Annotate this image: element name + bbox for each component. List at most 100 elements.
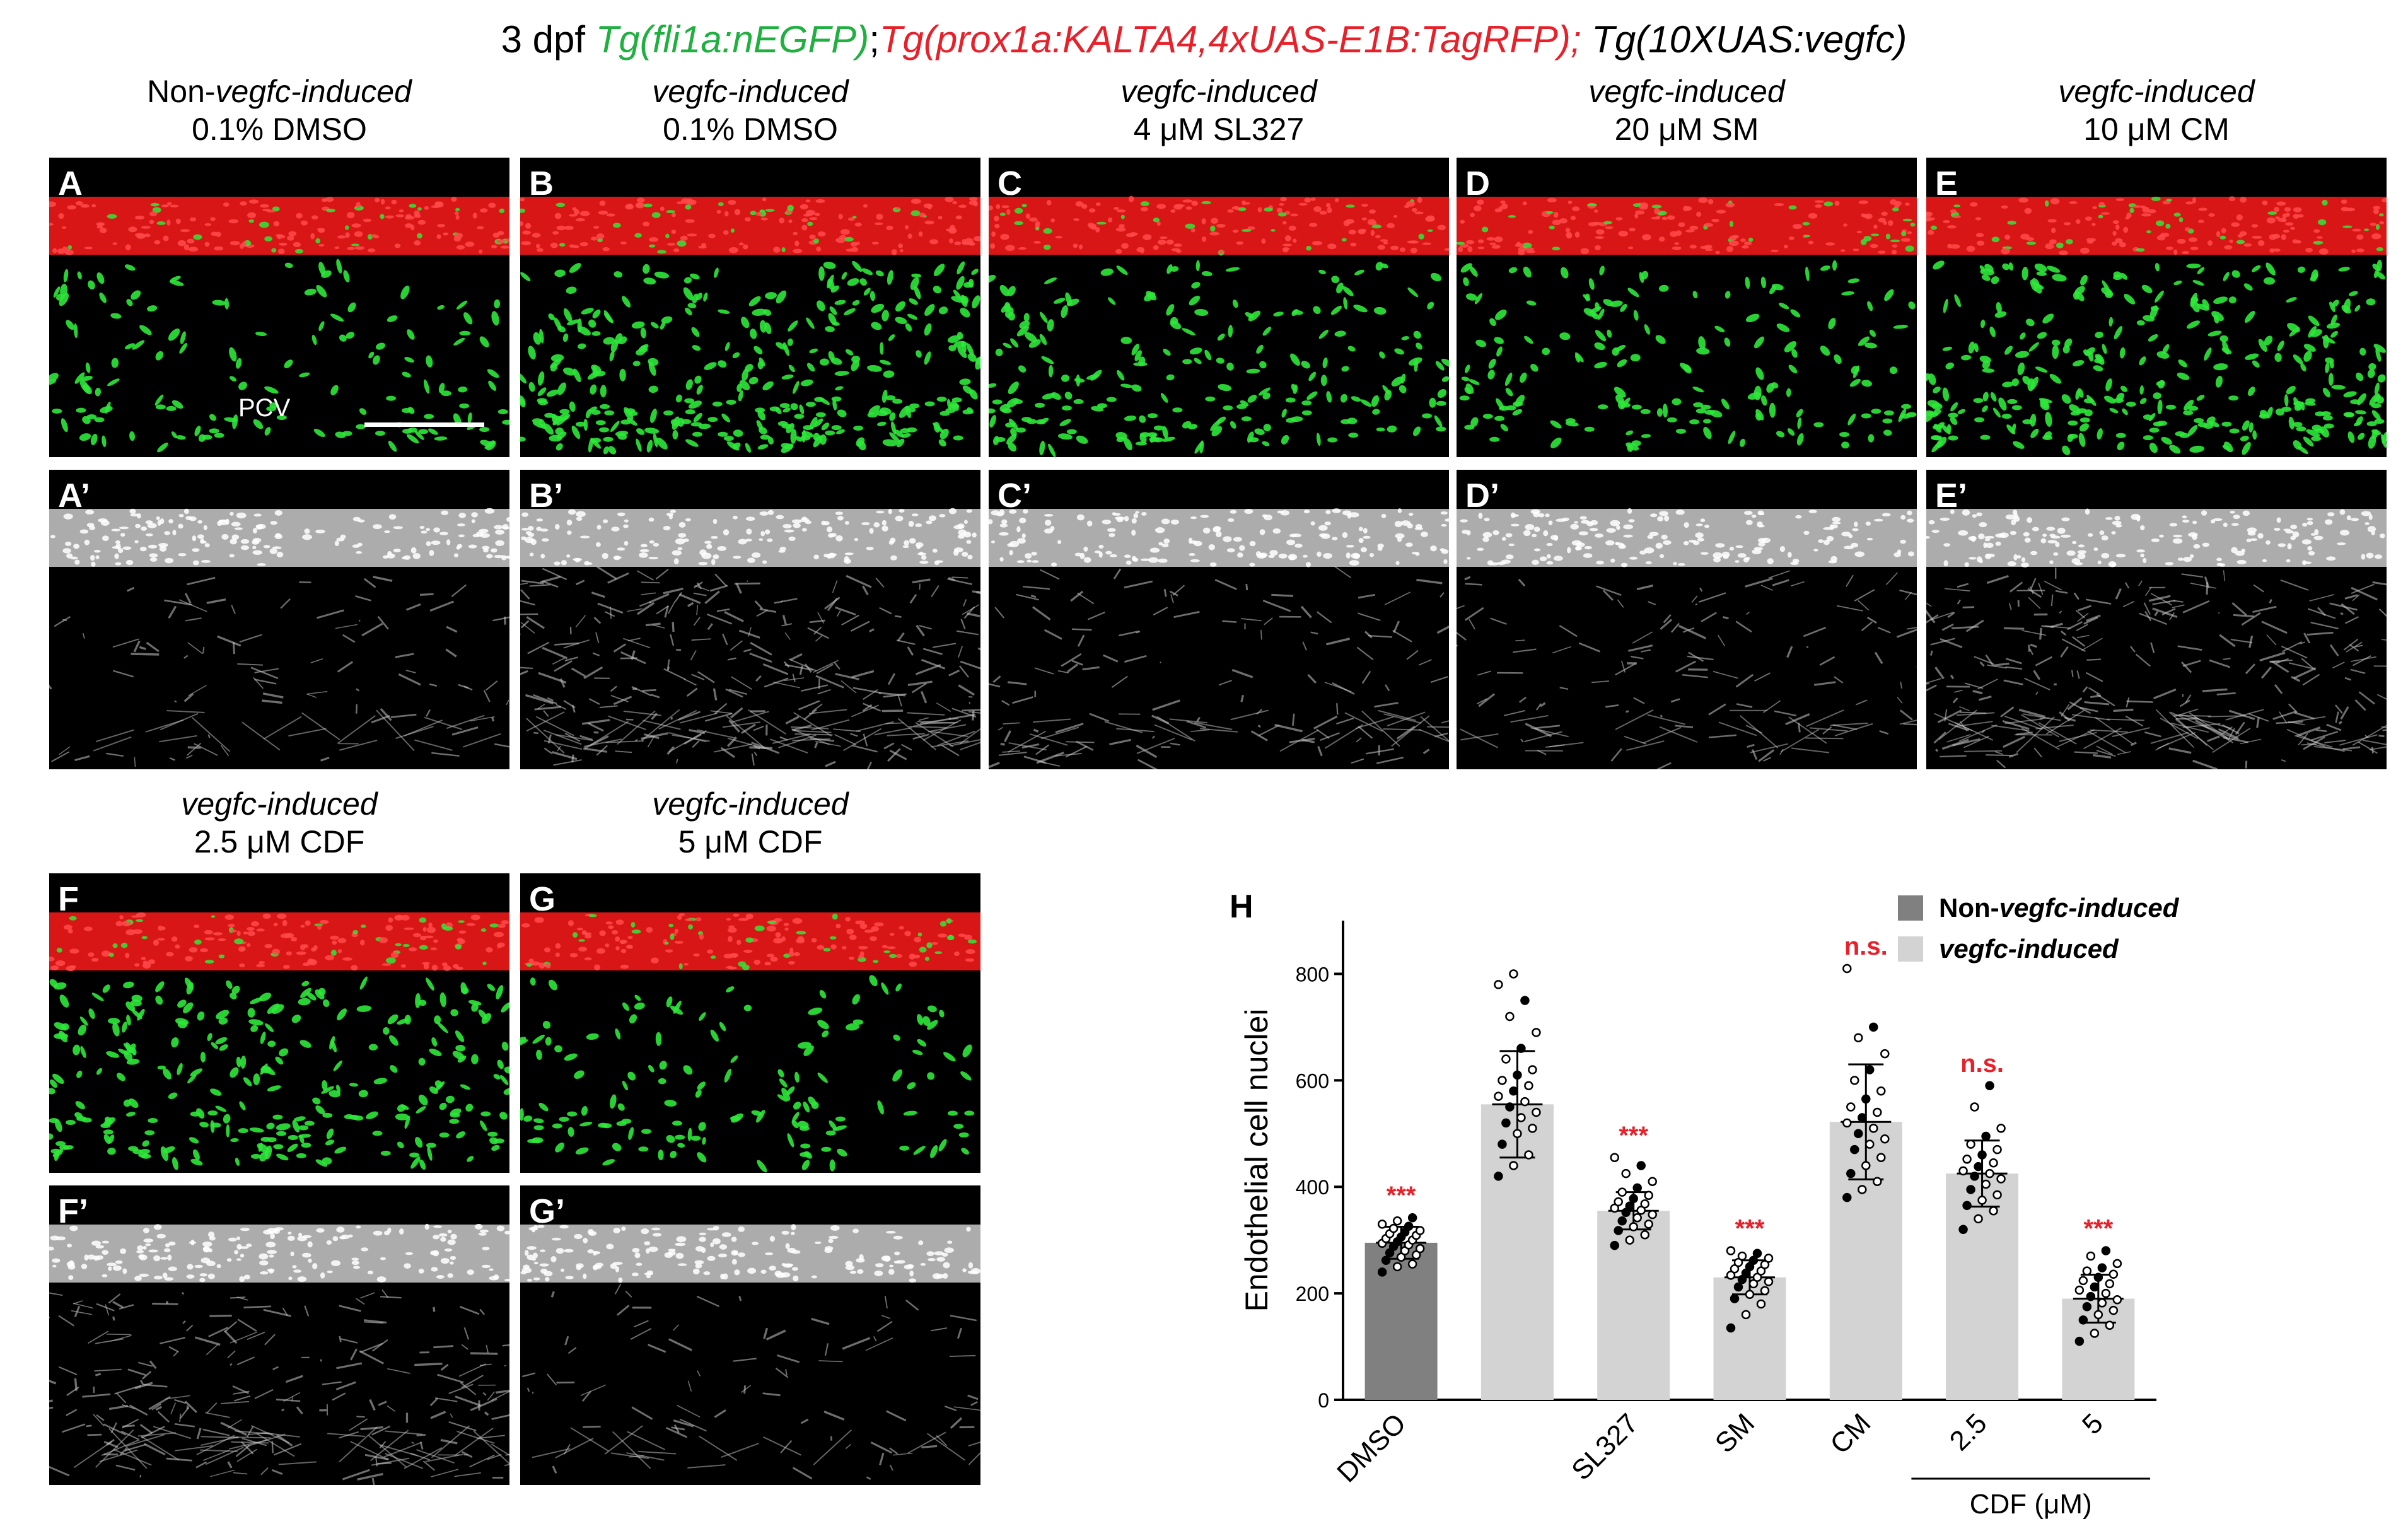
nucleus [1115,432,1127,440]
nucleus [687,303,697,309]
band-cell [262,913,271,919]
nucleus [1394,348,1404,355]
band-cell [491,245,497,248]
band-cell [409,947,417,952]
title-part: Tg(fli1a:nEGFP) [595,18,870,61]
nucleus [116,1073,125,1081]
band-cell [974,236,980,242]
band-cell [2101,212,2110,215]
vessel-segment [2035,691,2039,696]
nucleus [2120,272,2128,280]
nucleus [562,367,576,376]
vessel-segment [1007,681,1027,685]
vessel-segment [59,1366,78,1375]
nucleus [899,1145,910,1151]
nucleus [847,278,859,286]
nucleus [402,371,411,378]
band-cell [526,963,532,967]
nucleus [1120,383,1133,388]
nucleus [1996,302,2002,313]
band-cell [1546,543,1553,547]
band-cell [2210,519,2216,524]
vessel-segment [1786,646,1793,658]
nucleus [2115,433,2126,438]
nucleus [102,984,110,993]
nucleus [819,990,827,999]
band-cell [1639,202,1648,208]
nucleus [1048,443,1056,457]
band-cell [965,958,975,962]
band-cell [240,1227,250,1231]
band-cell [1158,558,1168,563]
vessel-segment [1392,629,1412,643]
vessel-segment [2081,637,2103,651]
vessel-segment [2028,644,2030,652]
vessel-segment [852,687,881,694]
nucleus [1010,338,1019,348]
nucleus [1066,429,1077,434]
band-cell [88,952,95,957]
nucleus [502,419,509,425]
band-cell [1659,554,1665,559]
nucleus [248,1019,264,1026]
nucleus [2021,266,2028,281]
nucleus [960,294,968,307]
nucleus [578,343,586,349]
vessel-segment [1033,728,1039,733]
nucleus [815,412,826,417]
band-cell [1360,228,1366,233]
nucleus [2287,323,2300,333]
nucleus [2207,330,2222,337]
band-cell [1521,242,1532,249]
band-cell [1341,238,1347,242]
band-cell [811,938,817,943]
band-cell [2219,235,2226,240]
nucleus [953,341,967,348]
band-cell [2190,247,2199,250]
vessel-segment [483,690,491,702]
band-cell [107,1262,117,1267]
vessel-segment [538,672,567,684]
nucleus [1076,435,1088,445]
band-cell [414,210,420,216]
nucleus [438,383,445,393]
band-cell [91,561,96,567]
band-cell [224,914,235,920]
band-cell [2364,228,2370,231]
band-cell [599,201,606,206]
vessel-segment [2231,602,2247,616]
vessel-segment [648,593,670,604]
vessel-segment [2076,624,2088,632]
band-cell [760,217,768,221]
nucleus [2196,394,2205,401]
nucleus [76,407,86,413]
nucleus [2221,421,2232,427]
band-cell [160,518,165,525]
band-cell [2112,242,2117,246]
band-cell [467,1269,474,1275]
nucleus [2158,380,2165,389]
nucleus [404,357,414,363]
nucleus [913,1146,926,1155]
band-cell [273,923,278,926]
vessel-segment [937,730,975,747]
nucleus [1228,325,1233,338]
band-cell [724,211,729,217]
vessel-segment [1368,634,1393,638]
vessel-segment [696,582,702,590]
vessel-segment [2021,629,2047,636]
nucleus [845,349,854,356]
vessel-segment [263,716,302,740]
band-cell [203,525,207,530]
vessel-segment [919,625,932,630]
vessel-segment [1356,737,1362,743]
nucleus [634,1002,645,1010]
nucleus [1698,336,1706,350]
nucleus [2002,263,2010,271]
vessel-segment [2341,603,2355,615]
nucleus [927,1005,937,1013]
nucleus [235,358,242,369]
band-cell [156,516,160,520]
band-cell [896,207,900,210]
vessel-segment [1355,716,1394,730]
